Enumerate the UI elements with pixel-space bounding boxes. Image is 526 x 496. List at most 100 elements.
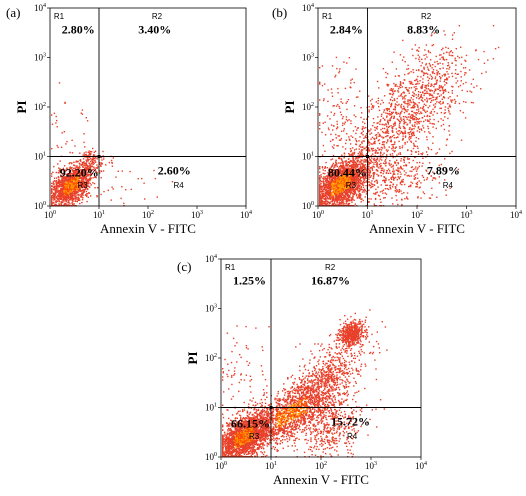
scatter-point: [399, 127, 402, 130]
scatter-point: [57, 188, 59, 190]
scatter-point: [54, 191, 57, 193]
scatter-point: [340, 192, 342, 194]
scatter-point: [401, 184, 403, 186]
scatter-point: [51, 123, 54, 125]
scatter-point: [409, 82, 411, 84]
scatter-point: [377, 102, 379, 105]
scatter-point: [80, 184, 83, 186]
scatter-point: [368, 111, 370, 113]
scatter-point: [410, 135, 412, 138]
scatter-point: [434, 103, 437, 105]
scatter-point: [353, 105, 356, 107]
scatter-point: [406, 110, 408, 113]
scatter-point: [74, 191, 76, 193]
scatter-point: [365, 134, 367, 137]
scatter-point: [376, 128, 378, 130]
scatter-point: [75, 192, 77, 194]
scatter-point: [401, 119, 403, 122]
scatter-point: [331, 178, 333, 180]
scatter-point: [67, 180, 69, 183]
scatter-point: [344, 161, 346, 163]
scatter-point: [355, 132, 357, 135]
scatter-point: [357, 152, 359, 155]
scatter-point: [88, 169, 90, 171]
scatter-point: [82, 194, 84, 196]
scatter-point: [55, 115, 57, 118]
scatter-point: [345, 162, 347, 165]
scatter-point: [80, 196, 82, 198]
scatter-point: [392, 147, 394, 149]
scatter-point: [73, 170, 75, 172]
scatter-point: [64, 184, 66, 186]
scatter-point: [83, 182, 86, 185]
scatter-point: [78, 194, 80, 197]
scatter-point: [341, 190, 344, 192]
scatter-point: [102, 155, 104, 157]
scatter-point: [451, 75, 454, 78]
scatter-point: [412, 115, 414, 117]
scatter-point: [413, 86, 415, 88]
scatter-point: [110, 199, 112, 201]
panel-a: (a)100100101101102102103103104104Annexin…: [6, 3, 252, 236]
scatter-point: [349, 196, 351, 198]
scatter-point: [93, 151, 95, 153]
scatter-point: [381, 99, 383, 102]
scatter-point: [74, 179, 77, 181]
scatter-point: [459, 110, 462, 112]
scatter-point: [61, 175, 63, 177]
scatter-point: [389, 118, 391, 120]
scatter-point: [336, 172, 339, 174]
scatter-point: [388, 125, 391, 128]
gate-handle[interactable]: [97, 155, 101, 158]
scatter-point: [323, 188, 325, 190]
scatter-point: [83, 180, 85, 182]
scatter-point: [84, 173, 87, 175]
scatter-point: [82, 172, 84, 174]
scatter-point: [342, 176, 344, 179]
scatter-point: [61, 132, 63, 134]
scatter-point: [369, 176, 371, 178]
scatter-point: [413, 118, 416, 120]
scatter-point: [319, 193, 321, 195]
scatter-point: [445, 58, 448, 61]
scatter-point: [397, 91, 400, 93]
scatter-point: [51, 188, 53, 191]
scatter-point: [348, 138, 351, 140]
scatter-point: [398, 133, 400, 136]
scatter-point: [79, 183, 82, 186]
scatter-point: [422, 125, 424, 127]
scatter-point: [353, 175, 355, 177]
scatter-point: [75, 172, 77, 174]
scatter-point: [90, 184, 92, 186]
scatter-point: [323, 190, 325, 193]
scatter-point: [65, 196, 67, 199]
scatter-point: [332, 167, 335, 169]
scatter-point: [327, 197, 329, 199]
scatter-point: [63, 169, 65, 171]
scatter-point: [378, 87, 380, 89]
scatter-point: [462, 83, 465, 85]
scatter-point: [54, 203, 56, 205]
scatter-point: [329, 186, 332, 188]
scatter-point: [414, 79, 416, 82]
scatter-point: [68, 185, 71, 188]
scatter-point: [379, 120, 381, 123]
scatter-point: [359, 179, 361, 181]
scatter-point: [61, 178, 63, 181]
scatter-point: [327, 184, 329, 186]
scatter-point: [389, 137, 391, 139]
scatter-point: [453, 32, 455, 34]
scatter-point: [331, 194, 333, 196]
scatter-point: [424, 99, 426, 101]
scatter-point: [336, 162, 338, 164]
scatter-point: [396, 97, 398, 100]
scatter-point: [369, 133, 371, 135]
scatter-point: [374, 134, 377, 136]
scatter-point: [111, 162, 113, 164]
scatter-point: [58, 198, 60, 200]
scatter-point: [87, 158, 89, 161]
scatter-point: [53, 185, 55, 188]
scatter-point: [374, 159, 376, 161]
scatter-point: [404, 135, 407, 137]
scatter-point: [429, 74, 431, 76]
